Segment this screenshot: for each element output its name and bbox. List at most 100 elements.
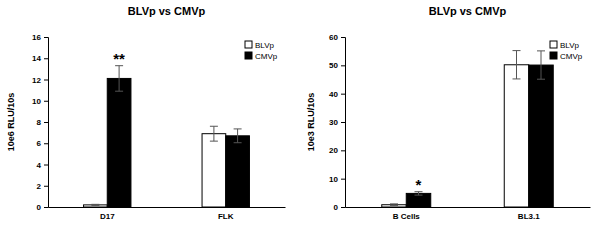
tick-label: 10 <box>32 97 41 106</box>
chart: **0246810121416D17FLKBLVpCMVpBLVp vs CMV… <box>6 5 286 221</box>
annotation: * <box>416 176 422 193</box>
error-whisker <box>237 129 238 143</box>
tick: 4 <box>37 161 48 170</box>
tick-label: 12 <box>32 76 41 85</box>
axis-line <box>346 207 591 208</box>
marks <box>382 51 554 207</box>
plot-area: * 0 10 20 30 40 50 60 B Cells BL3.1 BLVp CMVp <box>329 33 590 221</box>
legend-label: CMVp <box>255 52 278 61</box>
legend-swatch <box>550 41 557 48</box>
error-bar <box>537 51 545 79</box>
error-cap <box>91 204 99 205</box>
error-cap <box>91 205 99 206</box>
error-bar <box>513 51 521 79</box>
error-whisker <box>213 126 214 141</box>
tick-label: 30 <box>329 118 338 127</box>
tick-mark <box>44 122 48 123</box>
bar <box>529 65 554 207</box>
tick-label: 60 <box>329 33 338 42</box>
tick-label: 20 <box>329 146 338 155</box>
tick: 16 <box>32 33 48 42</box>
tick-label: 0 <box>334 203 339 212</box>
bar <box>107 78 131 207</box>
tick: 60 <box>329 33 345 42</box>
legend-swatch <box>245 41 252 48</box>
tick-mark <box>341 122 345 123</box>
y-axis-title: 10e3 RLU/10s <box>306 93 316 152</box>
tick: 20 <box>329 146 345 155</box>
legend-item: BLVp <box>245 41 275 50</box>
chart: * 0 10 20 30 40 50 60 B Cells BL3.1 BLVp CMVp BLVp v… <box>306 5 591 221</box>
tick-mark <box>341 94 345 95</box>
error-whisker <box>516 51 517 79</box>
y-axis: 0 10 20 30 40 50 60 <box>329 33 345 212</box>
figure: ** 0 2 4 6 8 10 12 14 16 D17 FLK BLVp CMVp BLVp vs CMV… <box>0 0 600 232</box>
tick: 12 <box>32 76 48 85</box>
title: BLVp vs CMVp <box>429 5 507 17</box>
y-axis: 0 2 4 6 8 10 12 14 16 <box>32 33 48 212</box>
bar <box>84 205 108 207</box>
annotation: ** <box>113 50 125 67</box>
error-cap <box>115 91 123 92</box>
tick-label: 4 <box>37 161 42 170</box>
error-bar <box>234 129 242 143</box>
tick-label: 6 <box>37 139 42 148</box>
error-bar <box>91 204 99 205</box>
bar <box>382 205 407 207</box>
error-cap <box>537 50 545 51</box>
tick-label: 14 <box>32 54 41 63</box>
tick-mark <box>44 165 48 166</box>
legend-item: BLVp <box>550 41 580 50</box>
tick: 0 <box>37 203 48 212</box>
tick: D17 <box>100 207 115 221</box>
tick-label: B Cells <box>393 212 421 221</box>
tick: 2 <box>37 182 48 191</box>
error-cap <box>210 141 218 142</box>
tick: 0 <box>334 203 345 212</box>
tick: 50 <box>329 61 345 70</box>
tick-mark <box>341 150 345 151</box>
tick-mark <box>341 37 345 38</box>
legend: BLVp CMVp <box>245 41 278 61</box>
bar <box>406 193 431 207</box>
tick-label: 10 <box>329 175 338 184</box>
error-cap <box>210 126 218 127</box>
error-cap <box>234 128 242 129</box>
tick-label: 8 <box>37 118 42 127</box>
tick-mark <box>44 37 48 38</box>
tick-label: D17 <box>100 212 115 221</box>
tick: BL3.1 <box>518 207 540 221</box>
tick-label: 40 <box>329 90 338 99</box>
bar <box>226 136 250 207</box>
tick: 14 <box>32 54 48 63</box>
error-bar <box>115 66 123 92</box>
error-whisker <box>119 66 120 92</box>
legend: BLVp CMVp <box>550 41 583 61</box>
error-cap <box>390 205 398 206</box>
tick-mark <box>44 186 48 187</box>
plot-area: ** 0 2 4 6 8 10 12 14 16 D17 FLK BLVp CMVp <box>32 33 285 221</box>
x-axis: D17 FLK <box>49 207 286 221</box>
axis-line <box>341 38 346 208</box>
error-bar <box>390 204 398 206</box>
tick-label: 16 <box>32 33 41 42</box>
tick-mark <box>44 80 48 81</box>
tick: 30 <box>329 118 345 127</box>
tick: 8 <box>37 118 48 127</box>
error-cap <box>234 142 242 143</box>
legend-item: CMVp <box>550 52 583 61</box>
x-axis: B Cells BL3.1 <box>346 207 591 221</box>
legend-swatch <box>550 52 557 59</box>
marks <box>84 66 250 207</box>
tick-mark <box>44 58 48 59</box>
legend-item: CMVp <box>245 52 278 61</box>
tick-label: FLK <box>218 212 234 221</box>
error-whisker <box>541 51 542 79</box>
tick: 10 <box>32 97 48 106</box>
tick-label: 50 <box>329 61 338 70</box>
legend-label: BLVp <box>560 41 580 50</box>
error-cap <box>513 50 521 51</box>
error-cap <box>415 195 423 196</box>
tick: 10 <box>329 175 345 184</box>
tick-mark <box>341 179 345 180</box>
